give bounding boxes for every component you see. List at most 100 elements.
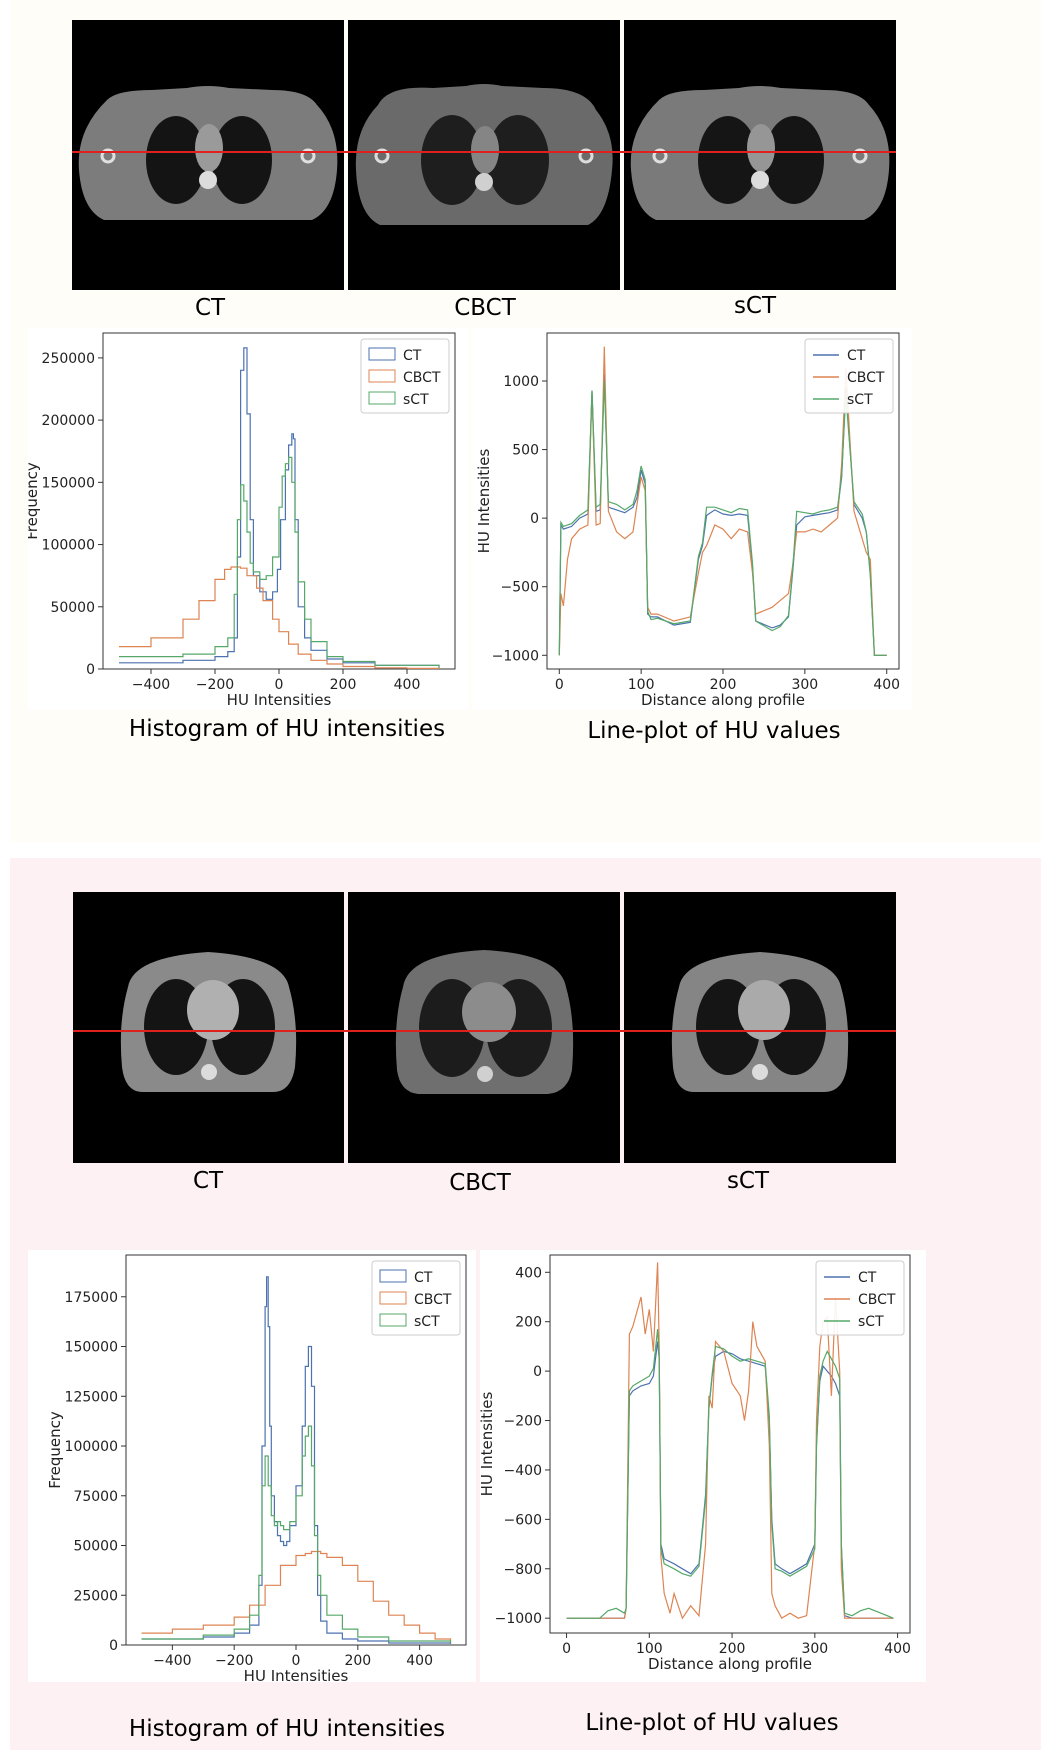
y-tick-label: 50000 bbox=[50, 600, 95, 616]
ct-scan-image bbox=[671, 952, 849, 1092]
ct-image-1 bbox=[72, 20, 344, 290]
legend-box bbox=[371, 1260, 461, 1336]
legend-label: CBCT bbox=[403, 370, 441, 386]
figure-panel-2: CT CBCT sCT −400 −200 0 200 400 0 25000 50000 75… bbox=[10, 858, 1041, 1750]
figure-panel-1: CT CBCT sCT −400 −200 0 200 400 0 50000 100000 1… bbox=[10, 0, 1041, 842]
x-axis-label: HU Intensities bbox=[227, 691, 332, 709]
legend-label: CT bbox=[403, 348, 422, 364]
y-tick-label: 125000 bbox=[65, 1389, 118, 1405]
lineplot-2: 0 100 200 300 400 −1000 −800 −600 −400 −200 0 200 40… bbox=[480, 1250, 926, 1682]
series-line-sct bbox=[141, 1425, 452, 1644]
y-tick-label: −400 bbox=[504, 1463, 542, 1479]
ct-scan-image bbox=[395, 950, 574, 1094]
series-line-cbct bbox=[119, 566, 440, 669]
legend-box bbox=[360, 338, 450, 414]
series-line-sct bbox=[558, 380, 887, 656]
y-tick-label: 75000 bbox=[73, 1489, 118, 1505]
y-axis-label: Frequency bbox=[46, 1411, 64, 1489]
x-tick-label: 200 bbox=[719, 1641, 746, 1657]
y-tick-label: 0 bbox=[86, 662, 95, 678]
y-tick-label: −1000 bbox=[492, 648, 539, 664]
x-tick-label: 0 bbox=[292, 1653, 301, 1669]
y-tick-label: 175000 bbox=[65, 1290, 118, 1306]
y-tick-label: 0 bbox=[530, 511, 539, 527]
legend-label: sCT bbox=[403, 392, 429, 408]
x-axis-label: Distance along profile bbox=[648, 1655, 812, 1673]
y-axis-label: HU Intensities bbox=[475, 448, 493, 553]
series-line-cbct bbox=[141, 1550, 452, 1643]
ct-scan-image bbox=[630, 86, 890, 220]
x-tick-label: −200 bbox=[196, 677, 234, 693]
y-tick-label: −200 bbox=[504, 1414, 542, 1430]
image-label-ct: CT bbox=[192, 1168, 224, 1194]
y-axis-label: Frequency bbox=[28, 462, 41, 540]
x-tick-label: 300 bbox=[791, 677, 818, 693]
image-label-cbct: CBCT bbox=[449, 1170, 511, 1196]
sct-image-2 bbox=[624, 892, 896, 1163]
y-tick-label: −500 bbox=[501, 580, 539, 596]
legend-label: CT bbox=[414, 1270, 433, 1286]
legend-label: CT bbox=[847, 348, 866, 364]
x-tick-label: 200 bbox=[330, 677, 357, 693]
x-tick-label: −400 bbox=[132, 677, 170, 693]
x-tick-label: −200 bbox=[215, 1653, 253, 1669]
line-chart-2: 0 100 200 300 400 −1000 −800 −600 −400 −200 0 200 40… bbox=[480, 1254, 911, 1673]
x-tick-label: 400 bbox=[873, 677, 900, 693]
y-tick-label: −1000 bbox=[495, 1611, 542, 1627]
plot-frame bbox=[549, 1254, 911, 1634]
sct-image-1 bbox=[624, 20, 896, 290]
legend-label: CBCT bbox=[847, 370, 885, 386]
image-label-ct: CT bbox=[194, 295, 226, 321]
image-label-sct: sCT bbox=[726, 1168, 770, 1194]
legend-swatch bbox=[368, 369, 396, 383]
y-tick-label: −600 bbox=[504, 1512, 542, 1528]
histogram-plot-2: −400 −200 0 200 400 0 25000 50000 75000 100000 125… bbox=[28, 1250, 476, 1682]
y-tick-label: 150000 bbox=[42, 475, 95, 491]
series-line-ct bbox=[566, 1341, 894, 1619]
profile-line bbox=[73, 1030, 896, 1032]
y-tick-label: 400 bbox=[515, 1265, 542, 1281]
legend-label: sCT bbox=[847, 392, 873, 408]
y-tick-label: 200000 bbox=[42, 413, 95, 429]
profile-line bbox=[72, 151, 896, 153]
x-tick-label: 100 bbox=[636, 1641, 663, 1657]
y-tick-label: 500 bbox=[512, 443, 539, 459]
legend-swatch bbox=[368, 391, 396, 405]
caption-histogram-1: Histogram of HU intensities bbox=[128, 716, 446, 742]
legend-label: sCT bbox=[858, 1314, 884, 1330]
histogram-chart-1: −400 −200 0 200 400 0 50000 100000 150000 200000 2… bbox=[28, 332, 456, 709]
line-chart-1: 0 100 200 300 400 −1000 −500 0 500 1000 Distance a… bbox=[475, 332, 900, 709]
x-tick-label: 100 bbox=[628, 677, 655, 693]
y-tick-label: 250000 bbox=[42, 351, 95, 367]
ct-scan-image bbox=[355, 84, 613, 225]
x-axis-label: HU Intensities bbox=[244, 1667, 349, 1682]
y-tick-label: 100000 bbox=[42, 538, 95, 554]
legend-label: CBCT bbox=[414, 1292, 452, 1308]
x-tick-label: 0 bbox=[275, 677, 284, 693]
y-tick-label: 1000 bbox=[503, 374, 539, 390]
legend-swatch bbox=[379, 1269, 407, 1283]
y-tick-label: 200 bbox=[515, 1315, 542, 1331]
legend-swatch bbox=[368, 347, 396, 361]
x-tick-label: 400 bbox=[406, 1653, 433, 1669]
y-tick-label: 150000 bbox=[65, 1340, 118, 1356]
ct-scan-image bbox=[78, 86, 338, 220]
x-tick-label: 400 bbox=[884, 1641, 911, 1657]
cbct-image-2 bbox=[348, 892, 620, 1163]
histogram-chart-2: −400 −200 0 200 400 0 25000 50000 75000 100000 125… bbox=[46, 1254, 467, 1682]
series-line-sct bbox=[119, 456, 440, 668]
legend-box bbox=[804, 338, 894, 414]
y-tick-label: 0 bbox=[109, 1638, 118, 1654]
y-tick-label: 25000 bbox=[73, 1588, 118, 1604]
legend-label: CBCT bbox=[858, 1292, 896, 1308]
ct-image-2 bbox=[73, 892, 344, 1163]
y-axis-label: HU Intensities bbox=[480, 1391, 496, 1496]
histogram-plot-1: −400 −200 0 200 400 0 50000 100000 150000 200000 2… bbox=[28, 328, 468, 710]
y-tick-label: 50000 bbox=[73, 1539, 118, 1555]
x-tick-label: 400 bbox=[394, 677, 421, 693]
y-tick-label: 100000 bbox=[65, 1439, 118, 1455]
x-tick-label: 0 bbox=[555, 677, 564, 693]
ct-scan-image bbox=[120, 952, 297, 1092]
lineplot-1: 0 100 200 300 400 −1000 −500 0 500 1000 Distance a… bbox=[472, 328, 912, 710]
image-label-sct: sCT bbox=[733, 293, 777, 319]
